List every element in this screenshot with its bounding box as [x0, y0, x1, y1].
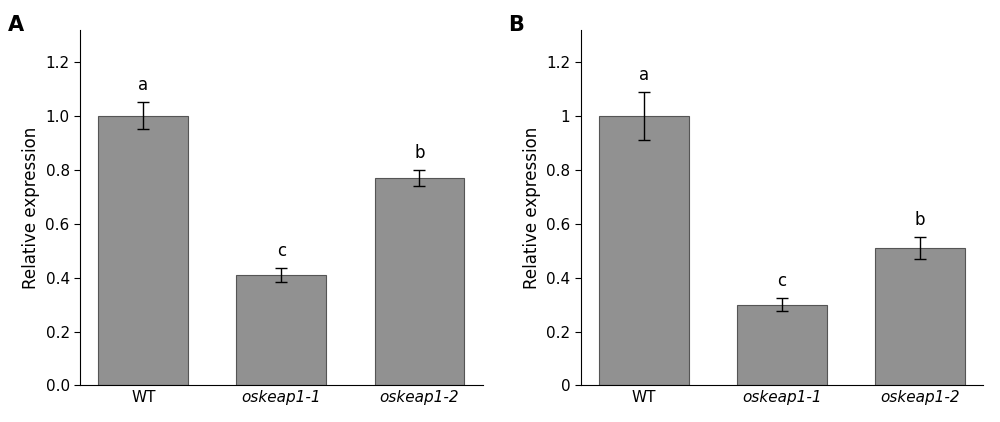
Text: a: a [138, 76, 148, 95]
Text: c: c [777, 272, 787, 290]
Bar [98, 116, 188, 385]
Y-axis label: Relative expression: Relative expression [523, 127, 541, 289]
Text: B: B [508, 16, 524, 35]
Text: c: c [277, 242, 286, 260]
Text: A: A [8, 16, 24, 35]
Text: b: b [414, 144, 425, 162]
Bar [375, 178, 464, 385]
Bar [236, 275, 326, 385]
Text: b: b [915, 211, 925, 229]
Bar [875, 248, 965, 385]
Bar [737, 305, 827, 385]
Y-axis label: Relative expression: Relative expression [22, 127, 40, 289]
Text: a: a [639, 65, 649, 84]
Bar [599, 116, 689, 385]
